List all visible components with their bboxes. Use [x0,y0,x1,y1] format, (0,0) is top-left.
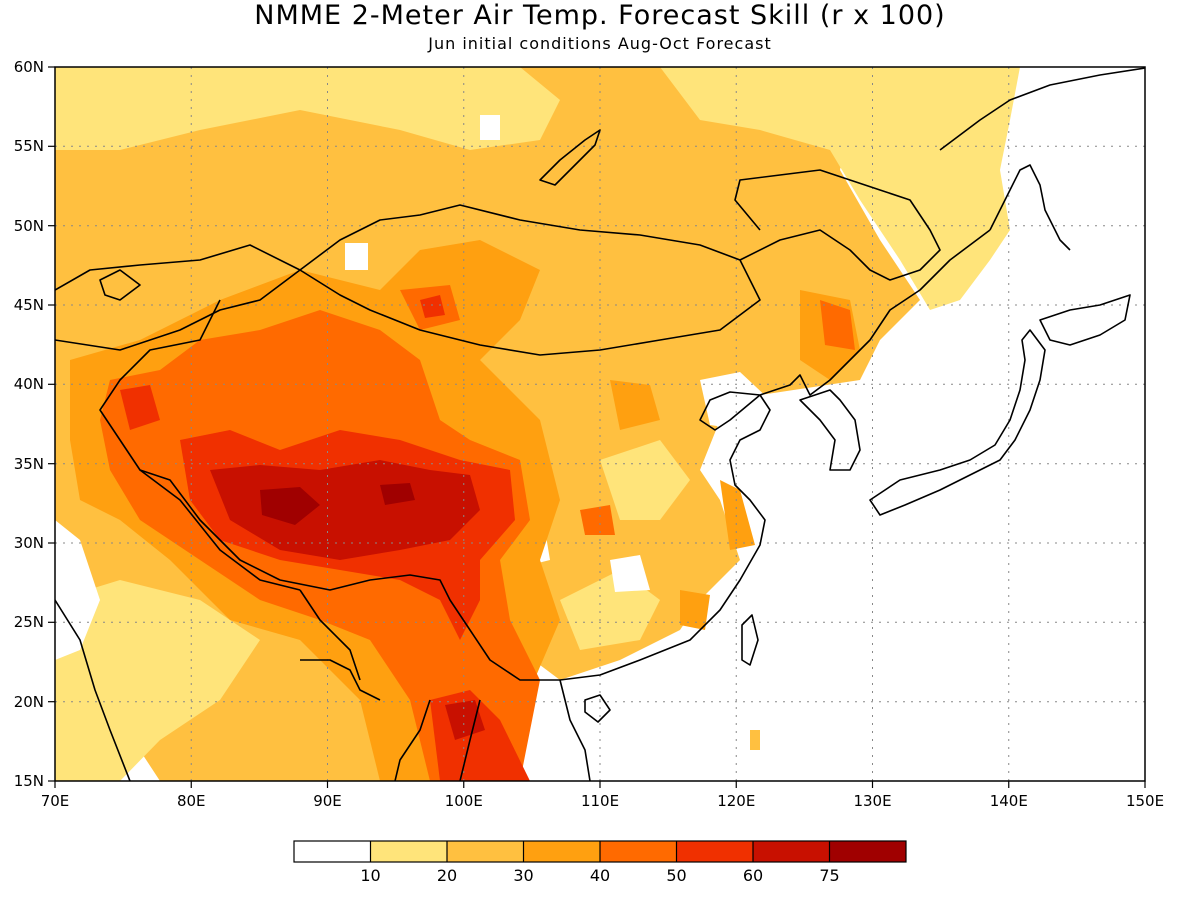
lon-tick-label: 110E [581,792,619,810]
map-title: NMME 2-Meter Air Temp. Forecast Skill (r… [254,0,946,31]
colorbar-bin-3 [523,841,600,862]
colorbar: 10 20 30 40 50 60 75 [293,840,907,885]
axis-ticks [48,66,1146,788]
lon-tick-label: 70E [41,792,70,810]
colorbar-bin-4 [600,841,677,862]
lat-tick-label: 30N [14,534,44,552]
caspian-aral [99,269,141,301]
skill-shading-above-75 [260,483,415,525]
colorbar-bin-1 [370,841,447,862]
skill-shading-10-20 [55,67,1020,781]
colorbar-label: 30 [513,866,533,885]
baikal-lake [539,129,601,186]
skill-shading-60-75 [210,460,485,740]
lon-tick-label: 80E [177,792,206,810]
hainan-coastline [584,694,611,723]
lon-tick-label: 140E [990,792,1028,810]
coastlines-and-borders [55,67,1145,781]
map-subtitle: Jun initial conditions Aug-Oct Forecast [428,34,772,53]
lon-tick-labels: 70E 80E 90E 100E 110E 120E 130E 140E 150… [41,792,1164,810]
lat-tick-label: 45N [14,296,44,314]
colorbar-label: 40 [590,866,610,885]
colorbar-bin-0 [294,841,371,862]
china-west-border [99,299,560,681]
lon-tick-label: 100E [445,792,483,810]
lon-tick-label: 130E [853,792,891,810]
indochina-coastline [394,679,591,781]
colorbar-label: 10 [360,866,380,885]
colorbar-bin-7 [829,841,906,862]
lat-tick-label: 55N [14,137,44,155]
korea-coastline [799,389,861,471]
lat-tick-label: 15N [14,772,44,790]
colorbar-bin-2 [447,841,524,862]
india-coastline [55,599,381,781]
colorbar-label: 20 [437,866,457,885]
colorbar-bin-6 [753,841,830,862]
lon-tick-label: 90E [313,792,342,810]
lat-tick-label: 25N [14,613,44,631]
china-east-coastline [559,229,991,681]
himalaya-border [139,469,361,681]
map-gridlines [55,67,1145,781]
map-plot-area [55,67,1145,781]
colorbar-label: 60 [743,866,763,885]
lat-tick-label: 60N [14,58,44,76]
okhotsk-coastline [939,67,1145,151]
lat-tick-labels: 15N 20N 25N 30N 35N 40N 45N 50N 55N 60N [14,58,44,790]
lon-tick-label: 150E [1126,792,1164,810]
russia-east-coastline [989,164,1071,251]
colorbar-label: 75 [819,866,839,885]
lat-tick-label: 50N [14,217,44,235]
lat-tick-label: 35N [14,455,44,473]
russia-china-border [734,169,941,281]
colorbar-label: 50 [666,866,686,885]
japan-hokkaido-coastline [1039,294,1131,346]
lon-tick-label: 120E [717,792,755,810]
lat-tick-label: 40N [14,375,44,393]
colorbar-bin-5 [676,841,753,862]
japan-honshu-coastline [869,329,1046,516]
mongolia-border [299,204,761,356]
taiwan-coastline [741,614,759,666]
lat-tick-label: 20N [14,693,44,711]
kazakhstan-border [55,244,301,351]
